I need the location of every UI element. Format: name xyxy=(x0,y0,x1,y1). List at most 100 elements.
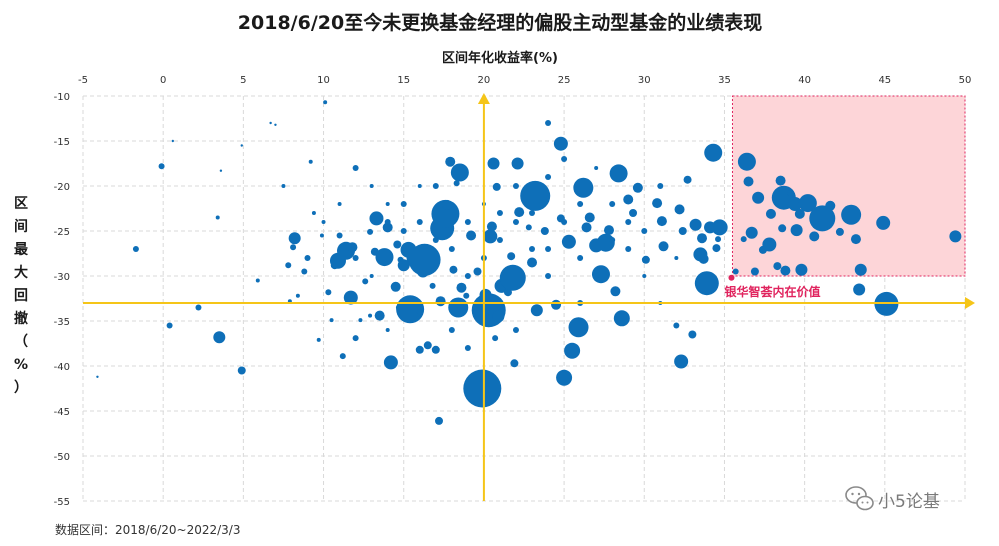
data-point xyxy=(492,182,501,191)
data-point xyxy=(529,246,536,252)
y-tick-label: -45 xyxy=(54,407,70,418)
data-point xyxy=(632,182,643,193)
data-point xyxy=(464,273,471,279)
watermark: 小5论基 xyxy=(845,486,940,512)
data-point xyxy=(545,273,552,279)
annotation-point xyxy=(728,274,735,281)
data-point xyxy=(678,227,687,235)
data-point xyxy=(432,237,439,243)
data-point xyxy=(343,290,358,305)
data-point xyxy=(510,359,519,368)
data-point xyxy=(809,231,820,242)
data-point xyxy=(442,199,453,210)
data-point xyxy=(397,259,410,272)
data-point xyxy=(362,278,369,285)
data-point xyxy=(609,237,616,243)
data-point xyxy=(613,310,630,327)
data-point xyxy=(584,212,595,223)
data-point xyxy=(429,282,436,289)
data-point xyxy=(740,236,747,243)
data-point xyxy=(529,210,536,216)
data-point xyxy=(448,246,455,252)
data-point xyxy=(432,183,439,189)
data-point xyxy=(368,313,373,318)
data-point xyxy=(383,355,398,370)
data-point xyxy=(449,265,458,274)
data-point xyxy=(295,293,300,298)
data-point xyxy=(697,233,708,244)
x-tick-label: 20 xyxy=(478,75,491,86)
data-point xyxy=(553,136,568,151)
data-point xyxy=(496,237,503,243)
x-tick-label: 15 xyxy=(397,75,410,86)
data-point xyxy=(540,227,549,235)
data-point xyxy=(171,139,175,143)
data-point xyxy=(337,202,342,206)
data-point xyxy=(408,243,441,276)
y-tick-label: -30 xyxy=(54,272,70,283)
data-point xyxy=(274,123,277,127)
data-point xyxy=(290,244,297,251)
data-point xyxy=(750,267,759,276)
data-point xyxy=(456,282,467,293)
watermark-text: 小5论基 xyxy=(878,492,940,512)
data-point xyxy=(423,341,432,350)
data-point xyxy=(581,222,592,233)
data-point xyxy=(358,318,363,323)
grid-lines xyxy=(82,95,966,502)
data-point xyxy=(464,345,471,351)
data-point xyxy=(564,342,581,359)
data-point xyxy=(704,143,723,162)
data-point xyxy=(325,289,332,296)
data-point xyxy=(323,100,328,105)
data-point xyxy=(673,322,680,329)
data-point xyxy=(527,257,538,268)
y-tick-label: -20 xyxy=(54,182,70,193)
data-point xyxy=(450,163,469,182)
data-point xyxy=(374,310,385,321)
data-point xyxy=(752,191,765,204)
data-point xyxy=(288,232,301,245)
data-point xyxy=(512,219,519,225)
wechat-icon xyxy=(845,486,874,511)
y-tick-label: -25 xyxy=(54,227,70,238)
data-point xyxy=(319,233,324,238)
data-point xyxy=(269,121,272,125)
data-point xyxy=(369,211,384,226)
data-point xyxy=(674,256,679,260)
data-point xyxy=(732,268,739,275)
data-point xyxy=(255,278,260,283)
y-tick-label: -50 xyxy=(54,452,70,463)
data-point xyxy=(778,224,787,233)
data-point xyxy=(393,240,402,249)
x-tick-label: 5 xyxy=(240,75,246,86)
data-point xyxy=(737,152,756,171)
data-point xyxy=(400,201,407,207)
arrow-right-icon xyxy=(965,297,975,309)
x-axis-label: 区间年化收益率(%) xyxy=(442,50,558,66)
data-point xyxy=(511,157,524,170)
y-tick-label: -15 xyxy=(54,137,70,148)
data-point xyxy=(308,159,313,164)
data-point xyxy=(712,244,721,253)
data-point xyxy=(487,157,500,170)
data-point xyxy=(507,252,516,261)
x-tick-label: -5 xyxy=(78,75,88,86)
data-point xyxy=(674,354,689,369)
data-point xyxy=(514,207,525,218)
data-point xyxy=(545,246,552,252)
data-point xyxy=(850,234,861,245)
x-tick-label: 30 xyxy=(638,75,651,86)
data-point xyxy=(556,369,573,386)
data-point xyxy=(384,219,391,225)
data-point xyxy=(213,331,226,344)
data-point xyxy=(329,318,334,323)
data-point xyxy=(321,220,326,224)
data-point xyxy=(352,165,359,171)
data-point xyxy=(625,246,632,252)
data-point xyxy=(876,215,891,230)
data-point xyxy=(610,286,621,297)
data-point xyxy=(339,353,346,360)
data-point xyxy=(698,253,709,264)
data-point xyxy=(765,208,776,219)
